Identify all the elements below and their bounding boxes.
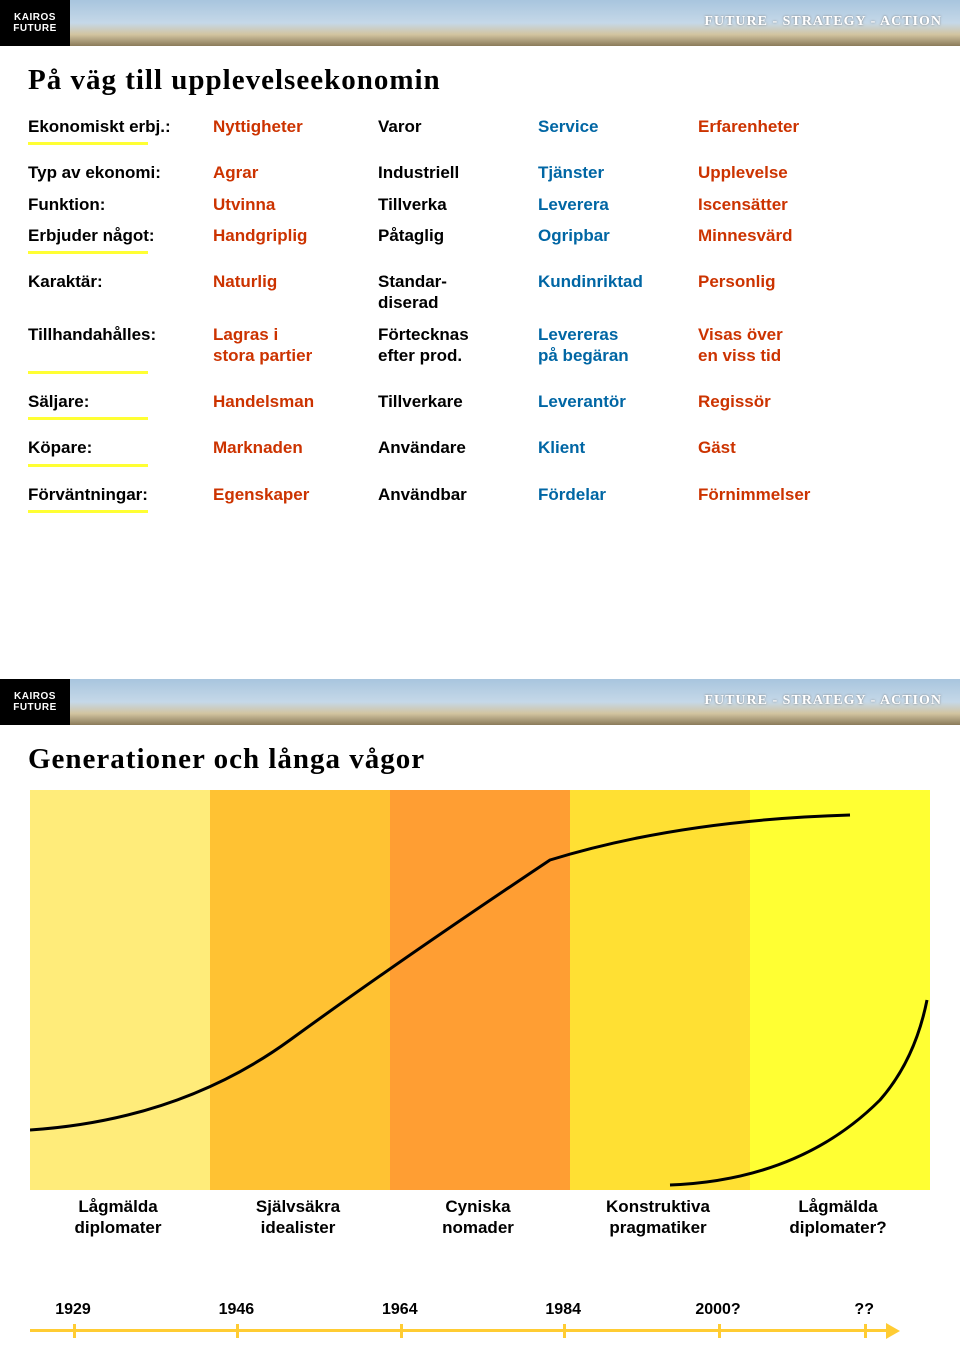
slide1-content: På väg till upplevelseekonomin Ekonomisk…: [0, 46, 960, 525]
logo: KAIROS FUTURE: [0, 679, 70, 725]
table-cell: Service: [538, 111, 698, 142]
table-cell: Erbjuder något:: [28, 220, 213, 251]
timeline-axis: 1929 1946 1964 1984 2000???: [30, 1299, 930, 1359]
logo: KAIROS FUTURE: [0, 0, 70, 46]
axis-tick-label: 2000?: [695, 1301, 740, 1319]
table-cell: Funktion:: [28, 189, 213, 220]
table-cell: Förtecknasefter prod.: [378, 319, 538, 372]
table-cell: Iscensätter: [698, 189, 932, 220]
table-cell: Personlig: [698, 266, 932, 319]
table-cell: Påtaglig: [378, 220, 538, 251]
table-cell: Erfarenheter: [698, 111, 932, 142]
axis-arrow-icon: [886, 1323, 900, 1339]
table-cell: Visas överen viss tid: [698, 319, 932, 372]
logo-line: KAIROS: [14, 12, 56, 23]
slide-2: KAIROS FUTURE FUTURE - STRATEGY - ACTION…: [0, 679, 960, 1358]
chart-band: [390, 790, 570, 1190]
band-row: [30, 790, 930, 1190]
table-cell: Egenskaper: [213, 479, 378, 510]
table-cell: Säljare:: [28, 386, 213, 417]
generation-label: Konstruktivapragmatiker: [568, 1196, 748, 1239]
table-cell: Användbar: [378, 479, 538, 510]
table-cell: Regissör: [698, 386, 932, 417]
tagline: FUTURE - STRATEGY - ACTION: [704, 14, 942, 30]
table-cell: Levereraspå begäran: [538, 319, 698, 372]
logo-line: KAIROS: [14, 691, 56, 702]
table-cell: Naturlig: [213, 266, 378, 319]
chart-band: [570, 790, 750, 1190]
table-cell: Tillverkare: [378, 386, 538, 417]
economy-table: Ekonomiskt erbj.:NyttigheterVarorService…: [28, 111, 932, 525]
table-cell: Handelsman: [213, 386, 378, 417]
table-cell: Leverera: [538, 189, 698, 220]
header: KAIROS FUTURE FUTURE - STRATEGY - ACTION: [0, 0, 960, 46]
axis-tick: [400, 1324, 403, 1338]
table-cell: Klient: [538, 432, 698, 463]
table-cell: Användare: [378, 432, 538, 463]
chart-band: [30, 790, 210, 1190]
table-cell: Marknaden: [213, 432, 378, 463]
tagline: FUTURE - STRATEGY - ACTION: [704, 693, 942, 709]
axis-line: [30, 1329, 890, 1332]
row-divider: [28, 510, 213, 525]
table-cell: Minnesvärd: [698, 220, 932, 251]
generation-label: Lågmäldadiplomater: [28, 1196, 208, 1239]
axis-tick: [864, 1324, 867, 1338]
table-cell: Förväntningar:: [28, 479, 213, 510]
header-strip: FUTURE - STRATEGY - ACTION: [70, 0, 960, 46]
table-cell: Lagras istora partier: [213, 319, 378, 372]
table-cell: Ogripbar: [538, 220, 698, 251]
row-divider: [28, 417, 213, 432]
generation-label: Lågmäldadiplomater?: [748, 1196, 928, 1239]
table-cell: Leverantör: [538, 386, 698, 417]
generation-label: Självsäkraidealister: [208, 1196, 388, 1239]
table-cell: Kundinriktad: [538, 266, 698, 319]
axis-tick: [236, 1324, 239, 1338]
header-strip: FUTURE - STRATEGY - ACTION: [70, 679, 960, 725]
axis-tick: [718, 1324, 721, 1338]
chart-band: [750, 790, 930, 1190]
slide2-content: Generationer och långa vågor Lågmäldadip…: [0, 725, 960, 1359]
table-cell: Fördelar: [538, 479, 698, 510]
axis-tick-label: 1946: [219, 1301, 255, 1319]
axis-tick-label: ??: [854, 1301, 874, 1319]
chart-band: [210, 790, 390, 1190]
row-divider: [28, 464, 213, 479]
table-cell: Varor: [378, 111, 538, 142]
table-cell: Utvinna: [213, 189, 378, 220]
table-cell: Agrar: [213, 157, 378, 188]
slide-1: KAIROS FUTURE FUTURE - STRATEGY - ACTION…: [0, 0, 960, 679]
table-cell: Gäst: [698, 432, 932, 463]
table-cell: Handgriplig: [213, 220, 378, 251]
logo-line: FUTURE: [13, 702, 57, 713]
axis-tick: [73, 1324, 76, 1338]
table-cell: Köpare:: [28, 432, 213, 463]
table-cell: Karaktär:: [28, 266, 213, 319]
axis-tick-label: 1929: [55, 1301, 91, 1319]
row-divider: [28, 371, 213, 386]
axis-tick-label: 1964: [382, 1301, 418, 1319]
row-divider: [28, 251, 213, 266]
slide2-title: Generationer och långa vågor: [28, 743, 932, 776]
waves-chart: [30, 790, 930, 1190]
table-cell: Upplevelse: [698, 157, 932, 188]
logo-line: FUTURE: [13, 23, 57, 34]
table-cell: Typ av ekonomi:: [28, 157, 213, 188]
axis-tick-label: 1984: [545, 1301, 581, 1319]
table-cell: Tjänster: [538, 157, 698, 188]
table-cell: Tillverka: [378, 189, 538, 220]
table-cell: Ekonomiskt erbj.:: [28, 111, 213, 142]
generation-label: Cyniskanomader: [388, 1196, 568, 1239]
header: KAIROS FUTURE FUTURE - STRATEGY - ACTION: [0, 679, 960, 725]
generation-labels: LågmäldadiplomaterSjälvsäkraidealisterCy…: [28, 1196, 928, 1239]
row-divider: [28, 142, 213, 157]
slide1-title: På väg till upplevelseekonomin: [28, 64, 932, 97]
table-cell: Förnimmelser: [698, 479, 932, 510]
table-cell: Industriell: [378, 157, 538, 188]
table-cell: Tillhandahålles:: [28, 319, 213, 372]
axis-tick: [563, 1324, 566, 1338]
table-cell: Nyttigheter: [213, 111, 378, 142]
table-cell: Standar-diserad: [378, 266, 538, 319]
